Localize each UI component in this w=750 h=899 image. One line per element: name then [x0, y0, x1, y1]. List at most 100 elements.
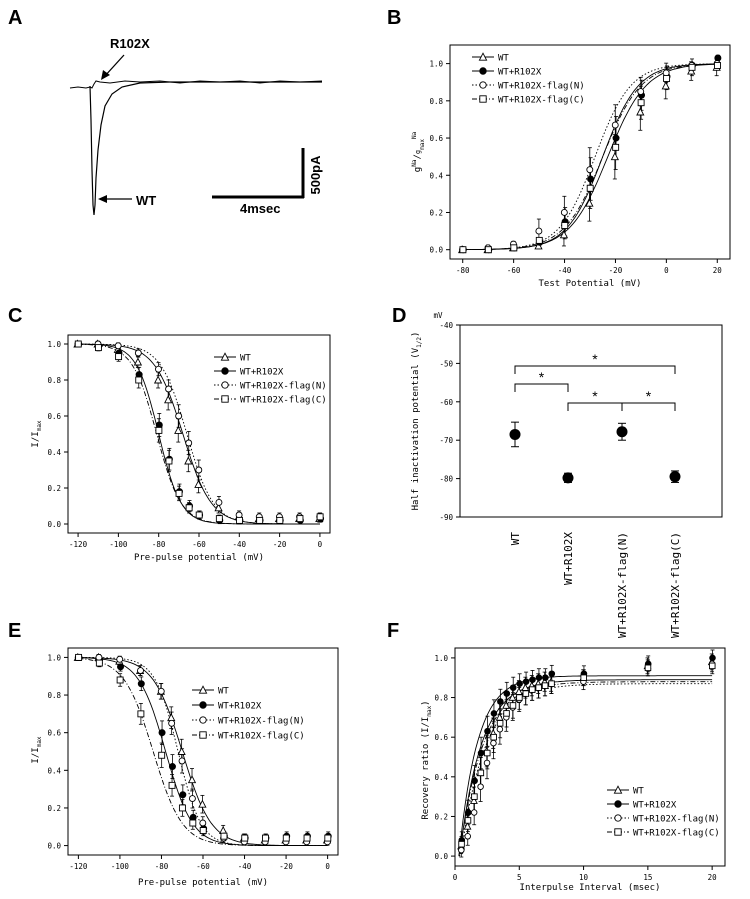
y-tick-label: 0.4 [429, 171, 443, 180]
data-point [464, 833, 471, 840]
y-tick-label: 1.0 [47, 340, 61, 349]
data-point [256, 516, 264, 524]
y-axis-label: Half inactivation potential (V1/2) [411, 332, 423, 511]
data-point [194, 479, 203, 488]
data-point [189, 819, 197, 827]
legend-marker [220, 352, 230, 361]
y-tick-label: 0.4 [47, 766, 61, 775]
x-tick-label: -120 [69, 540, 88, 549]
data-point [503, 690, 511, 697]
y-axis-unit: mV [433, 311, 443, 320]
data-point [137, 667, 144, 675]
legend-label: WT+R102X-flag(C) [218, 732, 305, 742]
data-point [714, 54, 722, 62]
data-point [497, 698, 504, 705]
fit-curve-3 [78, 343, 320, 525]
legend-label: WT+R102X-flag(N) [240, 382, 327, 392]
y-tick-label: 0.0 [47, 520, 61, 529]
data-point [612, 143, 620, 151]
y-tick-label: -90 [439, 513, 453, 522]
data-point [116, 676, 124, 684]
data-point [477, 749, 485, 757]
data-point [117, 663, 125, 671]
data-point [296, 515, 304, 523]
data-point [514, 687, 523, 695]
y-tick-label: 0.2 [429, 208, 443, 217]
x-tick-label: -100 [109, 540, 128, 549]
data-point [153, 375, 163, 384]
panel-f-chart: 0 5 10 15 20 0.0 0.2 0.4 0.6 0.8 1.0 Interpulse In… [421, 647, 726, 893]
y-tick-label: -70 [439, 436, 453, 445]
data-point [509, 684, 517, 691]
data-point [529, 686, 536, 693]
fit-curve-4 [78, 658, 328, 847]
x-tick-label: -20 [279, 862, 293, 871]
plot-frame [449, 44, 731, 260]
x-tick-label: 20 [708, 873, 718, 882]
data-point [663, 75, 671, 82]
data-point [469, 796, 478, 804]
data-point [644, 664, 652, 672]
data-point [714, 62, 721, 69]
y-tick-label: 0.4 [434, 773, 448, 782]
y-axis-label: gNa/gmaxNa [411, 131, 426, 172]
legend-marker [199, 701, 207, 709]
data-point [262, 834, 269, 842]
panel-d-chart: * * * * -90 -80 -70 -60 -50 -40 WT WT+R102X WT+R102X… [411, 311, 723, 638]
significance-marker: * [539, 369, 545, 385]
plot-frame [454, 647, 726, 867]
data-point [490, 710, 498, 717]
x-tick-label: 5 [517, 873, 522, 882]
data-point [477, 769, 485, 777]
data-point [215, 515, 223, 523]
data-point [470, 809, 478, 816]
y-tick-label: 0.6 [47, 412, 61, 421]
data-point [189, 813, 197, 821]
x-tick-label: -60 [507, 266, 521, 275]
data-point [535, 674, 543, 682]
data-point [75, 653, 83, 661]
x-tick-label: -80 [155, 862, 169, 871]
x-tick-label: 0 [318, 540, 323, 549]
data-point [135, 376, 143, 384]
data-point [95, 653, 103, 661]
legend-label: WT+R102X-flag(N) [498, 82, 585, 92]
x-tick-label: -20 [273, 540, 287, 549]
x-tick-label: -80 [456, 266, 470, 275]
data-point [241, 834, 249, 842]
data-point [471, 777, 478, 785]
y-tick-label: 1.0 [47, 653, 61, 662]
legend-label: WT+R102X-flag(C) [498, 96, 585, 106]
x-tick-label: -40 [233, 540, 247, 549]
data-point [661, 81, 670, 90]
data-point [94, 344, 102, 352]
data-point [610, 152, 619, 161]
data-point [155, 365, 162, 373]
fit-curve-4 [458, 681, 713, 857]
panel-label-a: A [8, 7, 22, 29]
panel-label-f: F [387, 620, 399, 642]
data-point [535, 227, 543, 235]
data-point [496, 720, 504, 727]
data-point [522, 678, 530, 685]
data-point [220, 832, 228, 840]
data-point [548, 670, 556, 678]
data-point [158, 751, 166, 759]
data-point [158, 729, 166, 737]
data-point [535, 236, 543, 244]
y-tick-label: -60 [439, 398, 453, 407]
data-point [637, 99, 645, 107]
data-point [157, 687, 165, 695]
data-point [580, 674, 587, 681]
x-axis-label: Test Potential (mV) [539, 279, 642, 289]
data-point [490, 739, 497, 747]
data-point [199, 819, 207, 827]
data-point [137, 710, 145, 718]
y-tick-label: 1.0 [434, 654, 448, 663]
data-point [155, 426, 163, 434]
data-point [165, 457, 173, 465]
y-tick-label: 0.0 [429, 246, 443, 255]
x-axis-label: Pre-pulse potential (mV) [138, 878, 268, 888]
data-point [484, 749, 491, 757]
panel-label-e: E [8, 620, 21, 642]
